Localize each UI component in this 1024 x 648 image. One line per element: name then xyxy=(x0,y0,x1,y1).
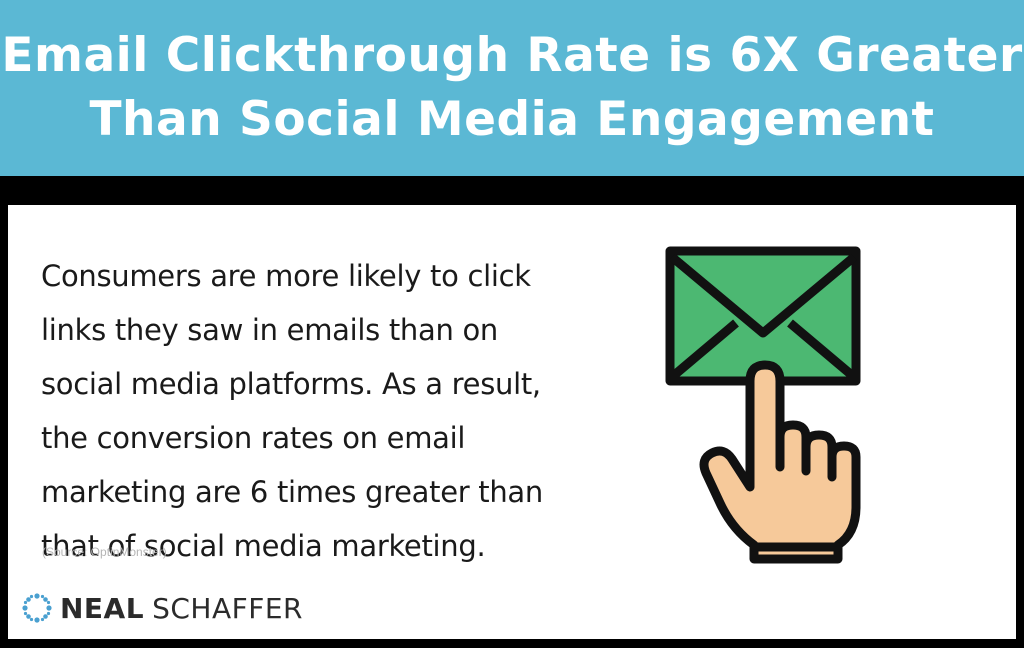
email-click-illustration xyxy=(665,246,861,564)
body-line: Consumers are more likely to click xyxy=(41,259,531,293)
body-line: links they saw in emails than on xyxy=(41,313,499,347)
header-banner: Email Clickthrough Rate is 6X Greater Th… xyxy=(0,0,1024,176)
content-card: Consumers are more likely to click links… xyxy=(8,205,1016,639)
pointing-hand-icon xyxy=(699,360,861,564)
body-line: the conversion rates on email xyxy=(41,421,466,455)
logo-first-name: NEAL xyxy=(60,591,145,625)
body-line: marketing are 6 times greater than xyxy=(41,475,543,509)
body-line: social media platforms. As a result, xyxy=(41,367,541,401)
brand-logo: NEAL SCHAFFER xyxy=(22,590,303,626)
logo-last-name: SCHAFFER xyxy=(152,591,303,625)
source-citation: (Source: OptinMonster) xyxy=(42,545,167,559)
page-title-line-2: Than Social Media Engagement xyxy=(89,92,935,147)
envelope-icon xyxy=(665,246,861,386)
body-line: that of social media marketing. xyxy=(41,529,486,563)
body-paragraph: Consumers are more likely to click links… xyxy=(41,249,611,573)
page-title-line-1: Email Clickthrough Rate is 6X Greater xyxy=(1,28,1023,83)
neal-schaffer-logo-mark-icon xyxy=(22,593,52,623)
